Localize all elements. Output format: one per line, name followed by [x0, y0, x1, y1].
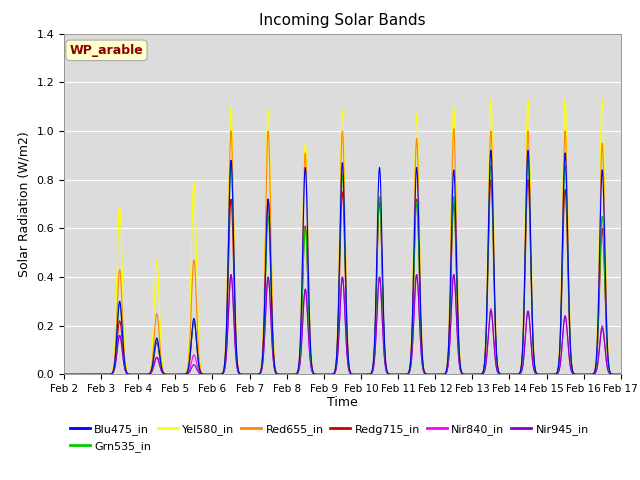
Title: Incoming Solar Bands: Incoming Solar Bands [259, 13, 426, 28]
Text: WP_arable: WP_arable [70, 44, 143, 57]
X-axis label: Time: Time [327, 396, 358, 408]
Legend: Blu475_in, Grn535_in, Yel580_in, Red655_in, Redg715_in, Nir840_in, Nir945_in: Blu475_in, Grn535_in, Yel580_in, Red655_… [70, 424, 589, 452]
Y-axis label: Solar Radiation (W/m2): Solar Radiation (W/m2) [18, 131, 31, 277]
